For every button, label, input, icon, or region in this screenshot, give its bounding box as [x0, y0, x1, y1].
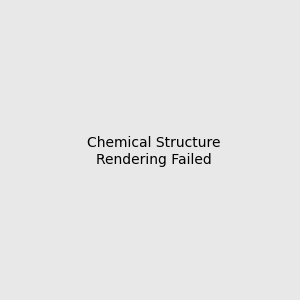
Text: Chemical Structure
Rendering Failed: Chemical Structure Rendering Failed — [87, 136, 220, 166]
